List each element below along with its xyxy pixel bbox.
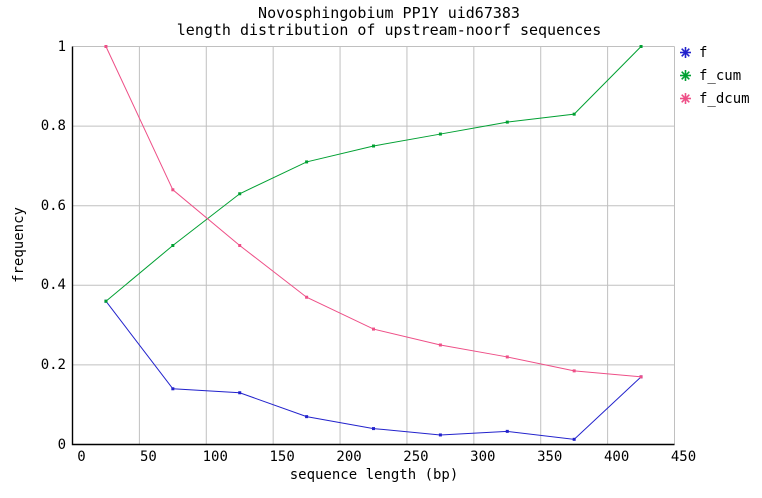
y-tick-label: 0.6 <box>40 197 66 214</box>
y-tick-label: 0 <box>57 436 66 453</box>
y-tick-label: 0.2 <box>40 356 66 373</box>
asterisk-star-icon <box>680 70 691 81</box>
y-tick-label: 0.8 <box>40 118 66 135</box>
legend-label: f <box>699 44 708 61</box>
x-tick-label: 50 <box>139 449 157 465</box>
x-tick-label: 0 <box>77 449 86 465</box>
x-tick-label: 250 <box>403 449 429 465</box>
data-point-f <box>572 437 576 441</box>
data-point-f <box>238 391 242 395</box>
data-point-f_dcum <box>572 369 576 373</box>
series-line-f_cum <box>105 46 642 302</box>
data-point-f_dcum <box>171 188 175 192</box>
x-tick-label: 300 <box>470 449 496 465</box>
series-line-f_dcum <box>105 46 642 378</box>
legend-label: f_dcum <box>699 90 750 107</box>
legend-item-f_cum: f_cum <box>679 64 750 87</box>
data-point-f_dcum <box>505 355 509 359</box>
data-point-f_cum <box>572 112 576 116</box>
data-point-f <box>305 415 309 419</box>
y-axis-label: frequency <box>11 207 27 283</box>
data-point-f_dcum <box>639 375 643 379</box>
data-point-f_dcum <box>238 244 242 247</box>
legend: f f_cum f_dcum <box>679 41 750 110</box>
y-tick-label: 1 <box>57 38 66 55</box>
data-point-f_cum <box>171 244 175 247</box>
x-tick-label: 450 <box>670 449 697 465</box>
data-point-f_dcum <box>305 295 309 299</box>
data-point-f_cum <box>238 192 242 196</box>
legend-item-f_dcum: f_dcum <box>679 87 750 110</box>
asterisk-star-icon <box>680 93 691 104</box>
data-point-f_cum <box>372 144 375 148</box>
data-point-f <box>171 387 175 391</box>
data-point-f <box>438 433 442 437</box>
data-point-f_cum <box>104 299 108 303</box>
x-tick-label: 200 <box>336 449 362 465</box>
legend-item-f: f <box>679 41 750 64</box>
chart-subtitle: length distribution of upstream-noorf se… <box>176 21 602 39</box>
x-tick-label: 350 <box>537 449 563 465</box>
chart-title: Novosphingobium PP1Y uid67383 <box>258 4 520 22</box>
legend-label: f_cum <box>699 67 742 84</box>
data-point-f_dcum <box>438 343 442 347</box>
series-line-f <box>105 300 642 440</box>
data-point-f <box>505 429 509 433</box>
data-point-f_cum <box>639 45 643 48</box>
x-tick-label: 400 <box>603 449 630 465</box>
data-point-f <box>372 427 375 431</box>
x-tick-label: 100 <box>202 449 228 465</box>
y-tick-label: 0.4 <box>40 277 66 294</box>
axis-border <box>71 46 675 446</box>
data-point-f_cum <box>305 160 309 164</box>
x-axis-label: sequence length (bp) <box>289 467 459 483</box>
x-tick-label: 150 <box>269 449 295 465</box>
asterisk-star-icon <box>680 47 691 58</box>
data-point-f_cum <box>438 132 442 136</box>
data-point-f_cum <box>505 120 509 124</box>
data-point-f_dcum <box>104 45 108 48</box>
data-point-f_dcum <box>372 327 375 331</box>
